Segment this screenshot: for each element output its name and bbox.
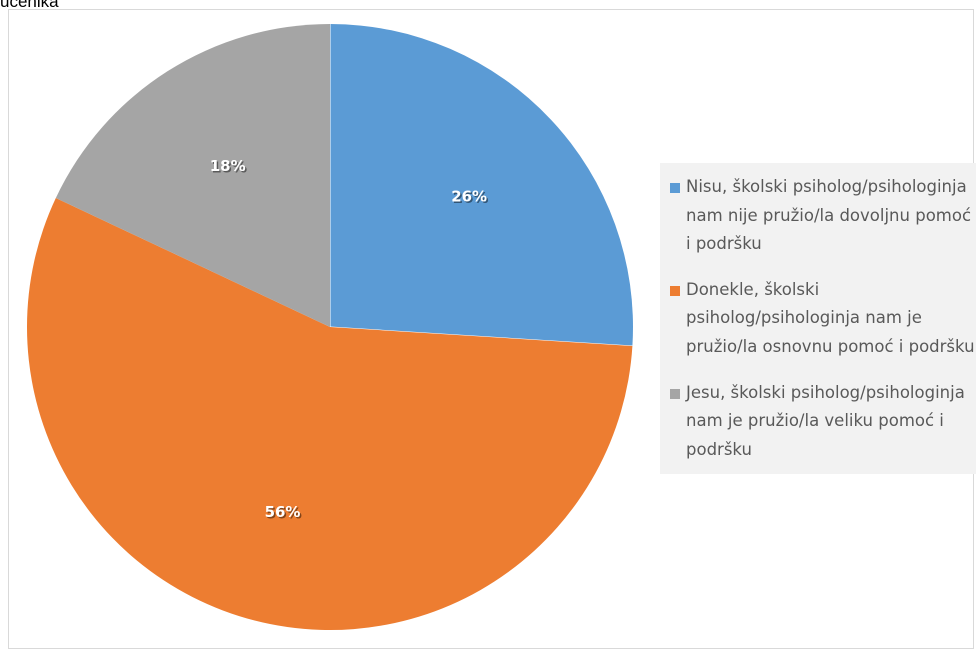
header-text: učenika	[0, 0, 59, 11]
data-label-donekle: 56%56%	[265, 503, 302, 522]
pie-slice-donekle	[26, 197, 633, 631]
pie-chart: 26%26% 56%56% 18%18%	[26, 24, 633, 631]
chart-area: 26% 26% 56% 56% 18% 18% Nisu, školski psiholo…	[8, 9, 976, 649]
data-label-shadow-jesu: 18%	[211, 158, 247, 176]
data-label-nisu: 26%26%	[451, 187, 488, 207]
data-label-text-jesu: 18%	[210, 157, 246, 175]
legend-label-nisu: Nisu, školski psiholog/psihologinja nam …	[686, 177, 972, 254]
legend-label-jesu: Jesu, školski psiholog/psihologinja nam …	[686, 382, 965, 459]
legend-swatch-donekle	[670, 285, 680, 296]
legend-label-donekle: Donekle, školski psiholog/psihologinja n…	[686, 279, 975, 356]
pie-slice-nisu	[330, 24, 633, 347]
data-label-text-nisu: 26%	[451, 187, 487, 205]
data-label-shadow-donekle: 56%	[266, 504, 302, 522]
legend-item-nisu: Nisu, školski psiholog/psihologinja nam …	[670, 173, 976, 259]
data-label-jesu: 18%18%	[210, 157, 247, 177]
data-label-shadow-nisu: 26%	[453, 189, 489, 207]
pie-slice-jesu	[55, 24, 330, 327]
chart-legend: Nisu, školski psiholog/psihologinja nam …	[660, 163, 976, 474]
data-label-text-donekle: 56%	[265, 503, 301, 521]
legend-item-donekle: Donekle, školski psiholog/psihologinja n…	[670, 276, 976, 362]
legend-swatch-jesu	[670, 388, 680, 399]
legend-swatch-nisu	[670, 183, 680, 193]
legend-item-jesu: Jesu, školski psiholog/psihologinja nam …	[670, 379, 976, 465]
